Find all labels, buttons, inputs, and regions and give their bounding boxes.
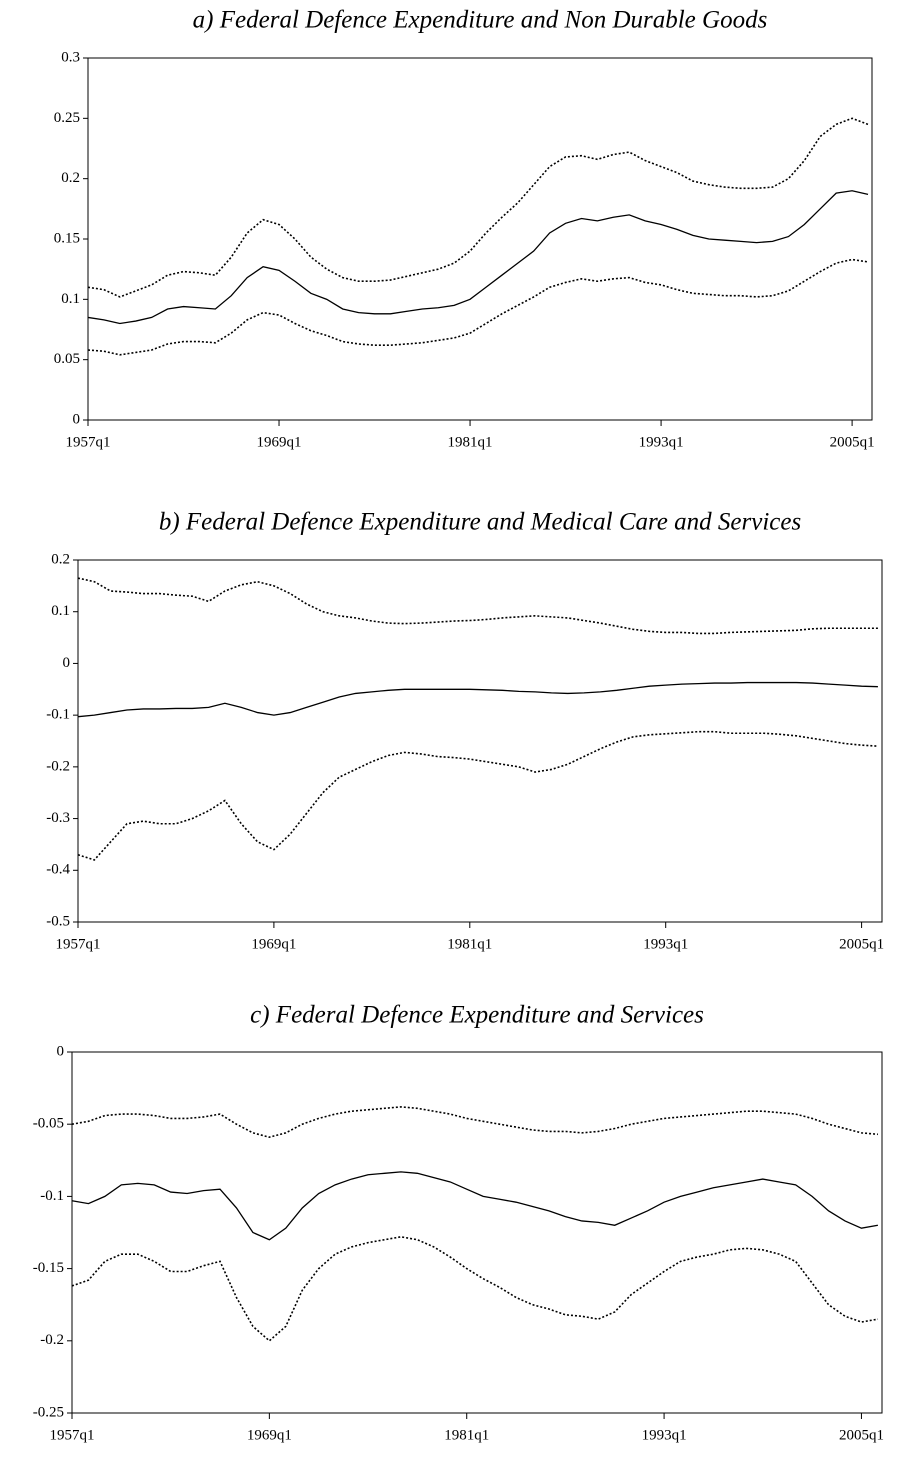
x-tick-label: 1969q1 xyxy=(251,936,296,952)
series-line xyxy=(71,1106,878,1139)
x-tick-label: 1993q1 xyxy=(643,936,688,952)
y-tick-label: -0.2 xyxy=(46,758,70,774)
x-tick-label: 1957q1 xyxy=(56,936,101,952)
y-tick-label: -0.5 xyxy=(46,913,70,929)
x-tick-label: 2005q1 xyxy=(830,434,875,450)
y-tick-label: 0 xyxy=(57,1043,65,1059)
series-line xyxy=(71,1171,879,1241)
plot-frame xyxy=(77,559,883,923)
y-tick-label: -0.25 xyxy=(33,1404,64,1420)
y-tick-label: 0.25 xyxy=(54,110,80,126)
x-tick-label: 1969q1 xyxy=(247,1427,292,1443)
y-tick-label: -0.3 xyxy=(46,810,70,826)
y-tick-label: -0.15 xyxy=(33,1260,64,1276)
y-tick-label: 0.1 xyxy=(61,291,80,307)
y-tick-label: -0.2 xyxy=(40,1332,64,1348)
y-tick-label: -0.1 xyxy=(40,1188,64,1204)
chart-title: c) Federal Defence Expenditure and Servi… xyxy=(250,1002,704,1029)
series-line xyxy=(87,190,869,325)
y-tick-label: 0 xyxy=(63,655,71,671)
y-tick-label: -0.1 xyxy=(46,707,70,723)
x-tick-label: 2005q1 xyxy=(839,936,884,952)
x-tick-label: 1981q1 xyxy=(444,1427,489,1443)
x-tick-label: 1969q1 xyxy=(257,434,302,450)
x-tick-label: 1993q1 xyxy=(639,434,684,450)
series-line xyxy=(87,258,869,356)
x-tick-label: 1957q1 xyxy=(50,1427,95,1443)
series-line xyxy=(77,730,878,861)
y-tick-label: -0.4 xyxy=(46,862,70,878)
x-tick-label: 2005q1 xyxy=(839,1427,884,1443)
series-line xyxy=(77,681,878,718)
series-line xyxy=(77,577,878,635)
y-tick-label: 0.3 xyxy=(61,49,80,65)
series-line xyxy=(87,117,869,298)
y-tick-label: 0.15 xyxy=(54,230,80,246)
x-tick-label: 1981q1 xyxy=(447,936,492,952)
y-tick-label: 0.05 xyxy=(54,351,80,367)
x-tick-label: 1993q1 xyxy=(642,1427,687,1443)
y-tick-label: 0.2 xyxy=(61,170,80,186)
plot-frame xyxy=(71,1051,883,1414)
y-tick-label: 0.1 xyxy=(51,603,70,619)
chart-title: b) Federal Defence Expenditure and Medic… xyxy=(159,509,801,536)
x-tick-label: 1981q1 xyxy=(448,434,493,450)
plot-frame xyxy=(87,57,873,421)
series-line xyxy=(71,1236,879,1342)
x-tick-label: 1957q1 xyxy=(66,434,111,450)
y-tick-label: 0 xyxy=(73,411,81,427)
y-tick-label: 0.2 xyxy=(51,551,70,567)
chart-title: a) Federal Defence Expenditure and Non D… xyxy=(193,7,768,34)
y-tick-label: -0.05 xyxy=(33,1116,64,1132)
